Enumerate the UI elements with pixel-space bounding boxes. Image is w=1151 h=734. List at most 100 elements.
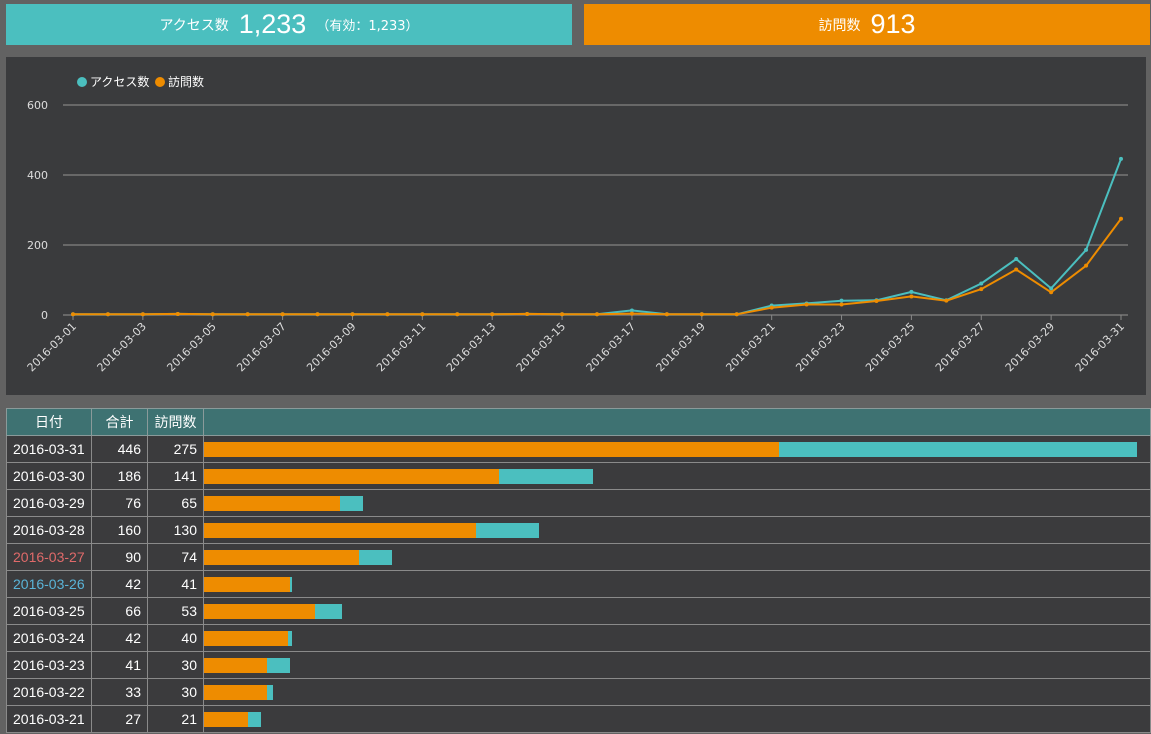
- data-point: [210, 312, 215, 317]
- data-point: [175, 311, 180, 316]
- x-tick-label: 2016-03-09: [304, 320, 358, 374]
- header-visits[interactable]: 訪問数: [147, 408, 204, 436]
- visit-bar: [204, 630, 288, 646]
- data-point: [140, 312, 145, 317]
- y-tick-label: 600: [27, 99, 48, 112]
- row-total: 160: [91, 516, 148, 544]
- data-point: [105, 312, 110, 317]
- row-total: 42: [91, 624, 148, 652]
- row-date: 2016-03-25: [6, 597, 92, 625]
- row-bar: [204, 684, 1150, 700]
- x-tick-label: 2016-03-01: [25, 320, 79, 374]
- data-point: [944, 298, 949, 303]
- row-date: 2016-03-24: [6, 624, 92, 652]
- row-bar-cell: [203, 651, 1151, 679]
- header-total[interactable]: 合計: [91, 408, 148, 436]
- data-point: [455, 312, 460, 317]
- row-total: 90: [91, 543, 148, 571]
- x-tick-label: 2016-03-17: [584, 320, 638, 374]
- data-point: [1119, 216, 1123, 221]
- row-bar: [204, 522, 1150, 538]
- legend-label-1: 訪問数: [168, 74, 204, 89]
- row-date: 2016-03-31: [6, 435, 92, 463]
- data-point: [769, 305, 774, 310]
- data-point: [350, 312, 355, 317]
- row-total: 27: [91, 705, 148, 733]
- data-point: [1049, 286, 1054, 291]
- row-visits: 141: [147, 462, 204, 490]
- access-count-value: 1,233: [238, 9, 307, 39]
- x-tick-label: 2016-03-29: [1003, 320, 1057, 374]
- series-line-0: [73, 158, 1122, 316]
- row-bar-cell: [203, 489, 1151, 517]
- visit-bar: [204, 603, 315, 619]
- row-date: 2016-03-22: [6, 678, 92, 706]
- data-point: [1014, 257, 1019, 261]
- row-visits: 21: [147, 705, 204, 733]
- data-point: [245, 312, 250, 317]
- visit-bar: [204, 711, 248, 727]
- data-point: [595, 312, 599, 317]
- row-bar-cell: [203, 678, 1151, 706]
- table-header-row: 日付 合計 訪問数: [6, 408, 1151, 436]
- row-date: 2016-03-28: [6, 516, 92, 544]
- y-tick-label: 0: [41, 309, 48, 322]
- legend-label-0: アクセス数: [90, 74, 149, 89]
- row-bar: [204, 468, 1150, 484]
- row-bar-cell: [203, 435, 1151, 463]
- row-total: 186: [91, 462, 148, 490]
- table-row: 2016-03-23 41 30: [6, 651, 1151, 679]
- row-total: 76: [91, 489, 148, 517]
- row-bar: [204, 630, 1150, 646]
- visit-bar: [204, 684, 267, 700]
- x-tick-label: 2016-03-03: [95, 320, 149, 374]
- header-date[interactable]: 日付: [6, 408, 92, 436]
- table-row: 2016-03-27 90 74: [6, 543, 1151, 571]
- row-date: 2016-03-30: [6, 462, 92, 490]
- row-visits: 130: [147, 516, 204, 544]
- data-point: [839, 298, 844, 303]
- row-visits: 74: [147, 543, 204, 571]
- access-count-panel: アクセス数 1,233 （有効：1,233）: [6, 4, 572, 45]
- visit-count-value: 913: [870, 9, 916, 39]
- row-date: 2016-03-26: [6, 570, 92, 598]
- visit-bar: [204, 468, 499, 484]
- row-bar-cell: [203, 624, 1151, 652]
- row-visits: 65: [147, 489, 204, 517]
- row-bar-cell: [203, 543, 1151, 571]
- row-bar-cell: [203, 597, 1151, 625]
- row-visits: 30: [147, 678, 204, 706]
- data-point: [1084, 247, 1089, 252]
- visit-count-label: 訪問数: [818, 17, 861, 34]
- visit-bar: [204, 549, 359, 565]
- row-total: 446: [91, 435, 148, 463]
- row-bar: [204, 441, 1150, 457]
- data-point: [420, 312, 425, 317]
- row-bar-cell: [203, 516, 1151, 544]
- row-bar: [204, 603, 1150, 619]
- visit-bar: [204, 522, 476, 538]
- row-visits: 41: [147, 570, 204, 598]
- x-tick-label: 2016-03-11: [374, 320, 428, 374]
- daily-table: 日付 合計 訪問数 2016-03-31 446 275 2016-03-30 186 1…: [6, 408, 1151, 733]
- table-row: 2016-03-30 186 141: [6, 462, 1151, 490]
- table-row: 2016-03-22 33 30: [6, 678, 1151, 706]
- line-chart-svg: 0 200 400 600 2016-03-01 2016-03-03 2016-03-05…: [25, 74, 1128, 374]
- data-point: [1084, 263, 1089, 268]
- daily-line-chart: 0 200 400 600 2016-03-01 2016-03-03 2016-03-05…: [6, 57, 1146, 395]
- data-point: [385, 312, 390, 317]
- data-point: [909, 289, 914, 294]
- visit-bar: [204, 657, 267, 673]
- y-tick-label: 200: [27, 239, 48, 252]
- table-row: 2016-03-31 446 275: [6, 435, 1151, 463]
- visit-bar: [204, 441, 780, 457]
- table-row: 2016-03-28 160 130: [6, 516, 1151, 544]
- x-tick-label: 2016-03-23: [793, 320, 847, 374]
- data-point: [490, 312, 495, 317]
- x-tick-label: 2016-03-21: [723, 320, 777, 374]
- row-date: 2016-03-29: [6, 489, 92, 517]
- row-bar: [204, 495, 1150, 511]
- table-row: 2016-03-21 27 21: [6, 705, 1151, 733]
- row-bar-cell: [203, 570, 1151, 598]
- visit-bar: [204, 576, 290, 592]
